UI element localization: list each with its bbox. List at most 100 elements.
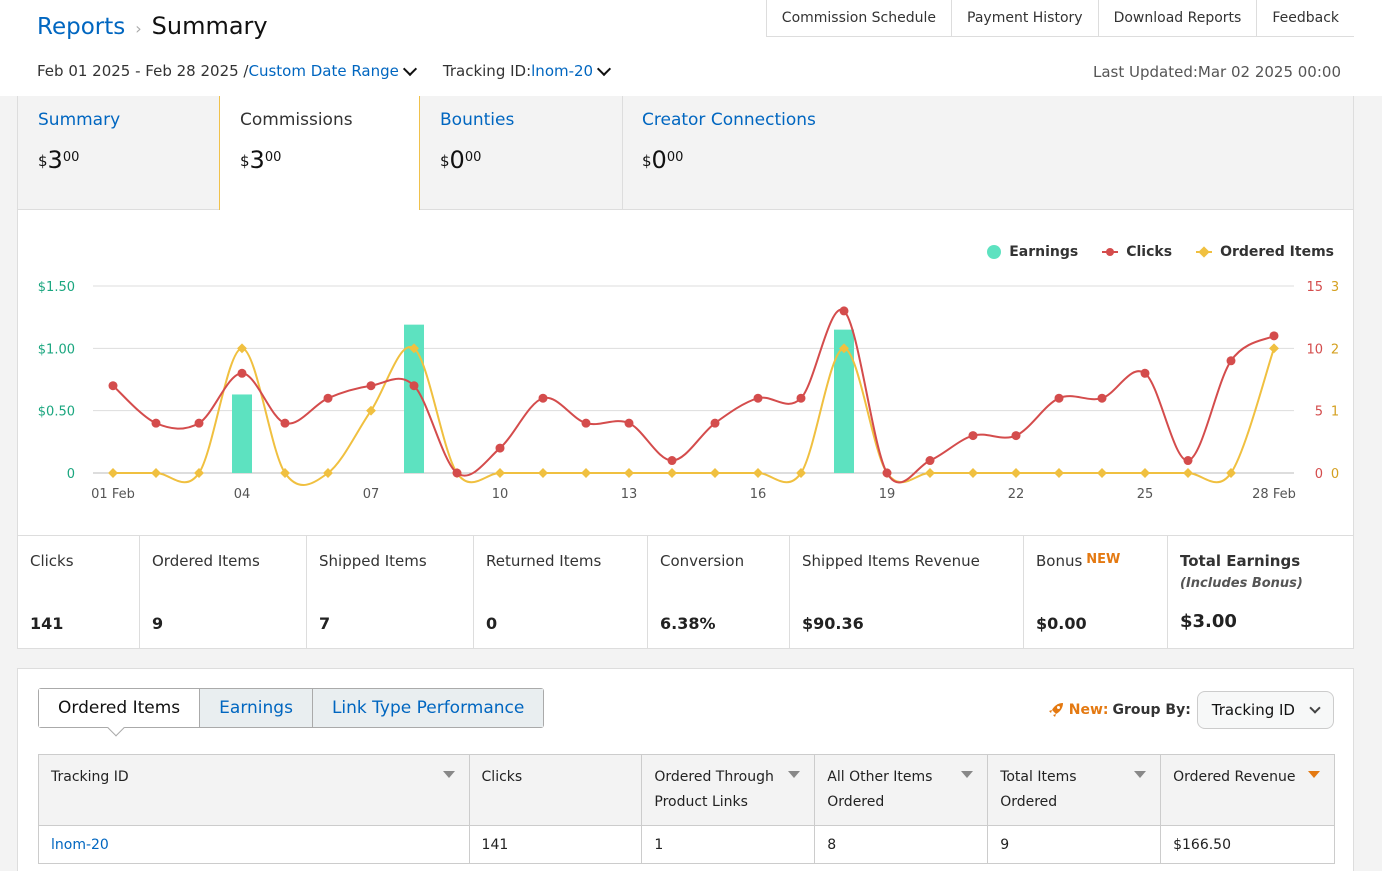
date-range-text: Feb 01 2025 - Feb 28 2025 / bbox=[37, 62, 249, 80]
metric-shipped-revenue: Shipped Items Revenue $90.36 bbox=[789, 536, 1023, 648]
currency-symbol: $ bbox=[440, 152, 450, 170]
metric-shipped-items: Shipped Items 7 bbox=[306, 536, 473, 648]
metric-total-earnings: Total Earnings (Includes Bonus) $3.00 bbox=[1167, 536, 1353, 648]
clicks-point bbox=[968, 431, 978, 441]
metric-value: 9 bbox=[152, 614, 164, 633]
ordered-items-point bbox=[1140, 468, 1150, 478]
y-right-clicks-tick-label: 0 bbox=[1315, 467, 1323, 482]
ordered-items-point bbox=[495, 468, 505, 478]
column-header-clicks[interactable]: Clicks bbox=[468, 754, 643, 826]
ordered-items-point bbox=[409, 343, 419, 354]
tab-earnings[interactable]: Earnings bbox=[199, 689, 312, 727]
legend-earnings[interactable]: Earnings bbox=[987, 244, 1078, 260]
ordered-items-point bbox=[1183, 468, 1193, 478]
last-updated-text: Last Updated:Mar 02 2025 00:00 bbox=[1092, 63, 1341, 81]
metric-value: $90.36 bbox=[802, 614, 864, 633]
legend-ordered-items[interactable]: Ordered Items bbox=[1196, 244, 1334, 260]
column-header-ordered-revenue[interactable]: Ordered Revenue bbox=[1160, 754, 1335, 826]
earnings-bar bbox=[232, 394, 252, 473]
download-reports-link[interactable]: Download Reports bbox=[1097, 0, 1257, 37]
chevron-down-icon[interactable] bbox=[597, 61, 612, 76]
legend-clicks[interactable]: Clicks bbox=[1102, 244, 1172, 260]
chevron-down-icon[interactable] bbox=[402, 61, 417, 76]
payment-history-link[interactable]: Payment History bbox=[951, 0, 1098, 37]
x-tick-label: 16 bbox=[750, 487, 767, 502]
column-header-tracking-id[interactable]: Tracking ID bbox=[38, 754, 470, 826]
custom-date-range-dropdown[interactable]: Custom Date Range bbox=[248, 62, 399, 80]
breadcrumb-reports-link[interactable]: Reports bbox=[37, 14, 126, 40]
ordered-items-point bbox=[538, 468, 548, 478]
card-bounties[interactable]: Bounties $0 00 bbox=[420, 96, 621, 209]
y-right-clicks-tick-label: 5 bbox=[1315, 405, 1323, 420]
ordered-items-point bbox=[624, 468, 634, 478]
earnings-chart: 0 0 0$0.50 5 1$1.00 10 2$1.50 15 301 Feb 04 07 10 13… bbox=[38, 280, 1339, 502]
clicks-point bbox=[495, 443, 505, 453]
bonus-label: Bonus bbox=[1036, 552, 1083, 570]
currency-symbol: $ bbox=[240, 152, 250, 170]
ordered-items-point bbox=[581, 468, 591, 478]
rocket-icon bbox=[1048, 703, 1063, 717]
new-badge: NEW bbox=[1086, 552, 1121, 567]
earnings-swatch-icon bbox=[987, 245, 1002, 259]
ordered-items-point bbox=[710, 468, 720, 478]
tracking-id-dropdown[interactable]: lnom-20 bbox=[531, 62, 594, 80]
ordered-items-point bbox=[1097, 468, 1107, 478]
ordered-items-point bbox=[323, 468, 333, 478]
metric-clicks: Clicks 141 bbox=[18, 536, 139, 648]
summary-cards: Summary $3 00 Commissions $3 00 Bounties $… bbox=[17, 96, 1354, 216]
clicks-point bbox=[194, 418, 204, 428]
commission-schedule-link[interactable]: Commission Schedule bbox=[765, 0, 951, 37]
metric-ordered-items: Ordered Items 9 bbox=[139, 536, 306, 648]
y-left-tick-label: $1.00 bbox=[38, 342, 75, 357]
tab-ordered-items[interactable]: Ordered Items bbox=[39, 689, 200, 727]
ordered-items-point bbox=[237, 343, 247, 354]
ordered-items-swatch-icon bbox=[1196, 251, 1213, 253]
report-table-panel: Ordered Items Earnings Link Type Perform… bbox=[17, 668, 1354, 871]
card-title: Bounties bbox=[440, 110, 515, 130]
sort-icon[interactable] bbox=[1308, 771, 1320, 778]
metric-value: 0 bbox=[486, 614, 498, 633]
metric-label: Bonus NEW bbox=[1036, 552, 1155, 570]
legend-label: Ordered Items bbox=[1220, 244, 1334, 260]
sort-icon[interactable] bbox=[442, 771, 455, 778]
group-by-control: New: Group By: Tracking ID bbox=[1048, 691, 1334, 729]
feedback-link[interactable]: Feedback bbox=[1256, 0, 1354, 37]
card-summary[interactable]: Summary $3 00 bbox=[18, 96, 219, 209]
card-title: Summary bbox=[38, 110, 121, 130]
tracking-id-link[interactable]: lnom-20 bbox=[38, 825, 470, 864]
ordered-items-point bbox=[1269, 343, 1279, 354]
metric-label: Ordered Items bbox=[152, 552, 260, 570]
sort-icon[interactable] bbox=[788, 771, 801, 778]
clicks-point bbox=[710, 418, 720, 428]
clicks-point bbox=[1183, 456, 1193, 466]
ordered-items-point bbox=[968, 468, 978, 478]
ordered-items-point bbox=[839, 343, 849, 354]
clicks-point bbox=[839, 306, 849, 316]
x-tick-label: 10 bbox=[492, 487, 509, 502]
sort-icon[interactable] bbox=[961, 771, 974, 778]
column-label: Clicks bbox=[481, 769, 523, 785]
ordered-items-point bbox=[280, 468, 290, 478]
breadcrumb-separator-icon: › bbox=[135, 19, 142, 38]
earnings-bar bbox=[404, 324, 424, 473]
column-label: Ordered Through Product Links bbox=[654, 769, 774, 810]
tab-link-type-performance[interactable]: Link Type Performance bbox=[311, 689, 544, 727]
sort-icon[interactable] bbox=[1134, 771, 1147, 778]
column-header-total-items[interactable]: Total Items Ordered bbox=[987, 754, 1162, 826]
clicks-point bbox=[323, 393, 333, 403]
legend-label: Clicks bbox=[1126, 244, 1173, 260]
x-tick-label: 25 bbox=[1137, 487, 1154, 502]
x-tick-label: 13 bbox=[621, 487, 638, 502]
clicks-point bbox=[151, 418, 161, 428]
card-creator-connections[interactable]: Creator Connections $0 00 bbox=[622, 96, 882, 209]
card-amount: $3 00 bbox=[240, 146, 399, 174]
group-by-select[interactable]: Tracking ID bbox=[1196, 691, 1334, 729]
y-right-clicks-tick-label: 10 bbox=[1306, 342, 1323, 357]
table-cell: $166.50 bbox=[1160, 825, 1335, 864]
ordered-items-line bbox=[113, 345, 1275, 486]
column-header-all-other-items[interactable]: All Other Items Ordered bbox=[814, 754, 989, 826]
column-header-ordered-through-links[interactable]: Ordered Through Product Links bbox=[641, 754, 816, 826]
table-cell: 8 bbox=[814, 825, 989, 864]
card-commissions[interactable]: Commissions $3 00 bbox=[219, 96, 420, 216]
card-amount: $3 00 bbox=[38, 146, 199, 174]
